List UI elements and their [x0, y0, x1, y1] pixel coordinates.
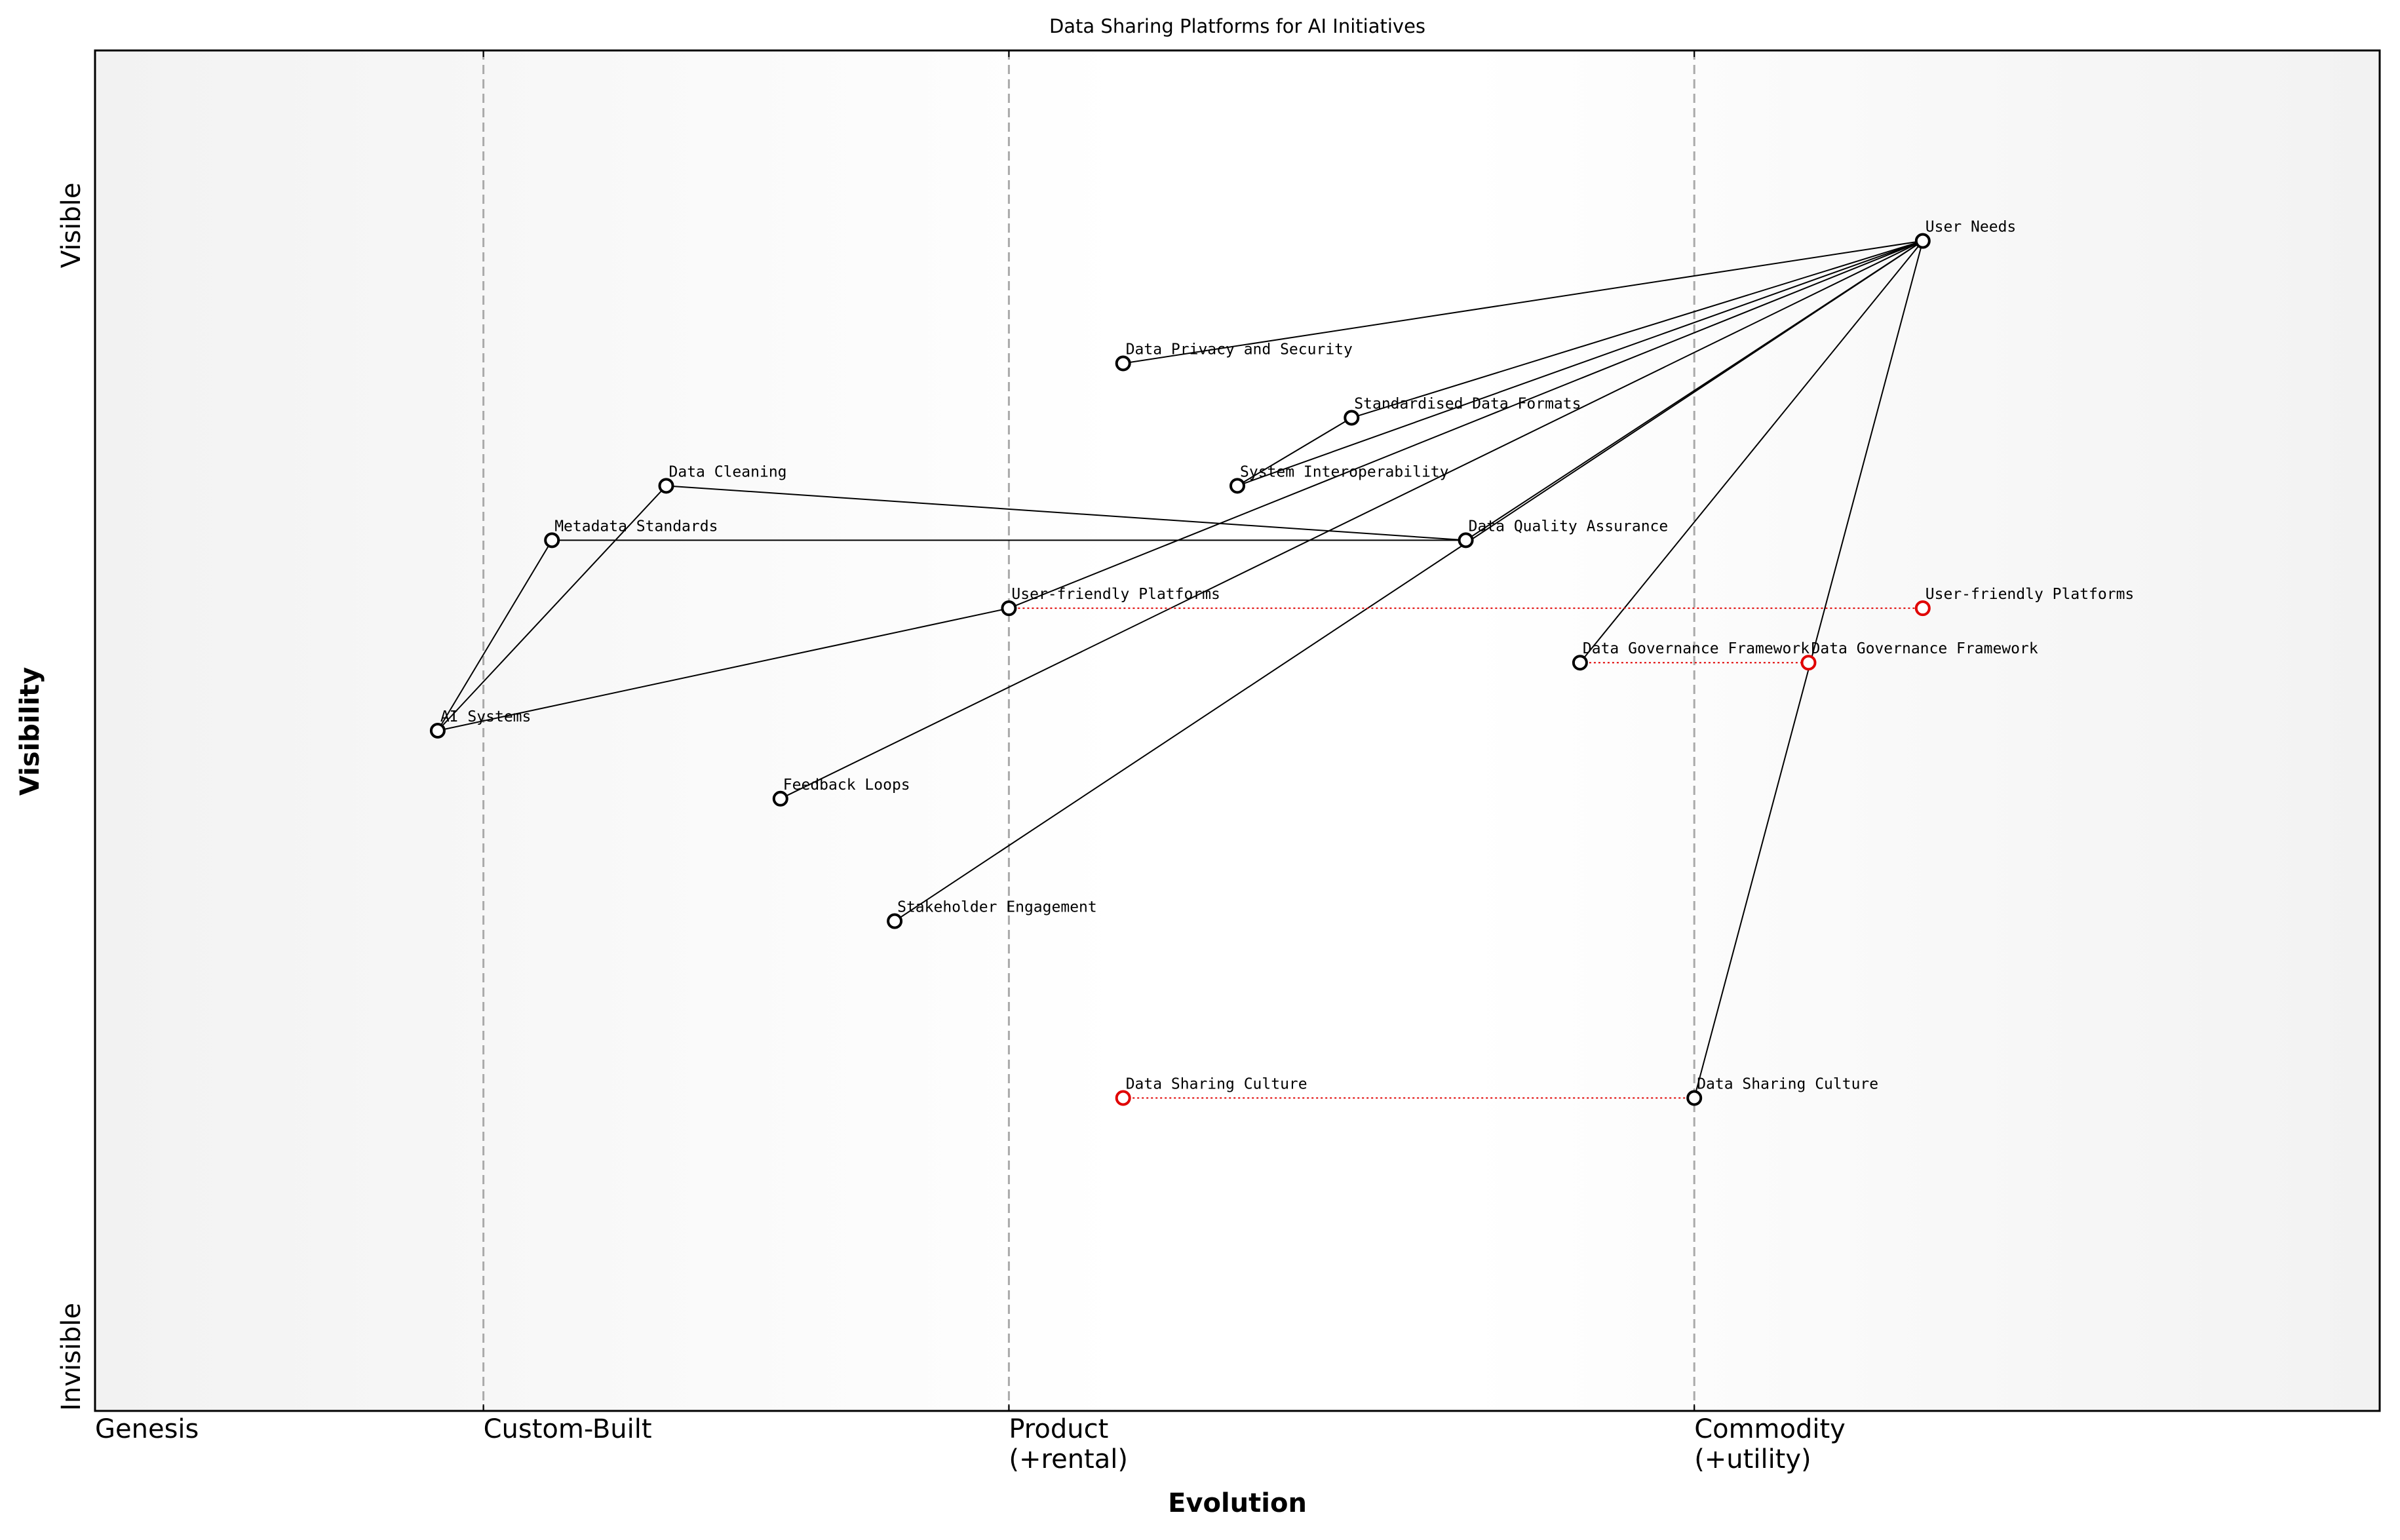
component [1458, 532, 1474, 549]
evolved-component-label: User-friendly Platforms [1926, 586, 2135, 603]
component [887, 913, 903, 929]
component [544, 532, 560, 549]
plot-background [95, 50, 2380, 1411]
component [429, 723, 446, 739]
component-label: Data Governance Framework [1583, 640, 1810, 657]
evolved-component [1115, 1090, 1131, 1106]
component [1344, 410, 1360, 426]
x-tick-label: Custom-Built [484, 1414, 652, 1444]
link [1237, 417, 1352, 487]
component-label: Metadata Standards [554, 518, 718, 535]
component-label: Data Quality Assurance [1469, 518, 1669, 535]
component-label: User-friendly Platforms [1011, 586, 1220, 603]
plot-frame [94, 49, 2381, 1412]
link [1123, 240, 1923, 364]
chart-title: Data Sharing Platforms for AI Initiative… [1049, 15, 1425, 37]
link [780, 240, 1924, 799]
x-axis-title: Evolution [1168, 1488, 1307, 1518]
evolved-component [1914, 600, 1931, 617]
component-label: System Interoperability [1240, 463, 1449, 480]
y-tick-label: Visible [56, 182, 87, 268]
component-label: Standardised Data Formats [1354, 396, 1581, 413]
evolved-component-label: Data Sharing Culture [1126, 1076, 1307, 1093]
component-label: Data Sharing Culture [1697, 1076, 1878, 1093]
y-axis-title: Visibility [15, 667, 45, 796]
component [658, 478, 674, 494]
component-label: Data Privacy and Security [1126, 341, 1353, 358]
component [1914, 233, 1931, 249]
link [666, 485, 1466, 541]
component-label: AI Systems [440, 708, 531, 725]
y-tick-label: Invisible [56, 1303, 87, 1411]
link [437, 539, 553, 731]
link [1237, 240, 1924, 487]
evolved-component [1800, 655, 1817, 671]
component [1115, 355, 1131, 372]
x-tick-label: Commodity (+utility) [1694, 1414, 1846, 1474]
link [1351, 240, 1924, 419]
link [437, 485, 667, 731]
x-tick-label: Genesis [95, 1414, 199, 1444]
link [1579, 241, 1924, 663]
component [1572, 655, 1588, 671]
component-label: Data Cleaning [669, 463, 787, 480]
component [1229, 478, 1245, 494]
component-label: Feedback Loops [783, 777, 910, 794]
component [1686, 1090, 1703, 1106]
component [772, 790, 788, 807]
component-label: User Needs [1926, 219, 2016, 236]
link [1009, 240, 1924, 609]
component-label: Stakeholder Engagement [897, 899, 1097, 916]
evolved-component-label: Data Governance Framework [1811, 640, 2038, 657]
x-tick-label: Product (+rental) [1009, 1414, 1128, 1474]
link [437, 607, 1009, 731]
component [1001, 600, 1017, 617]
link [894, 240, 1924, 922]
links [437, 240, 1924, 1098]
